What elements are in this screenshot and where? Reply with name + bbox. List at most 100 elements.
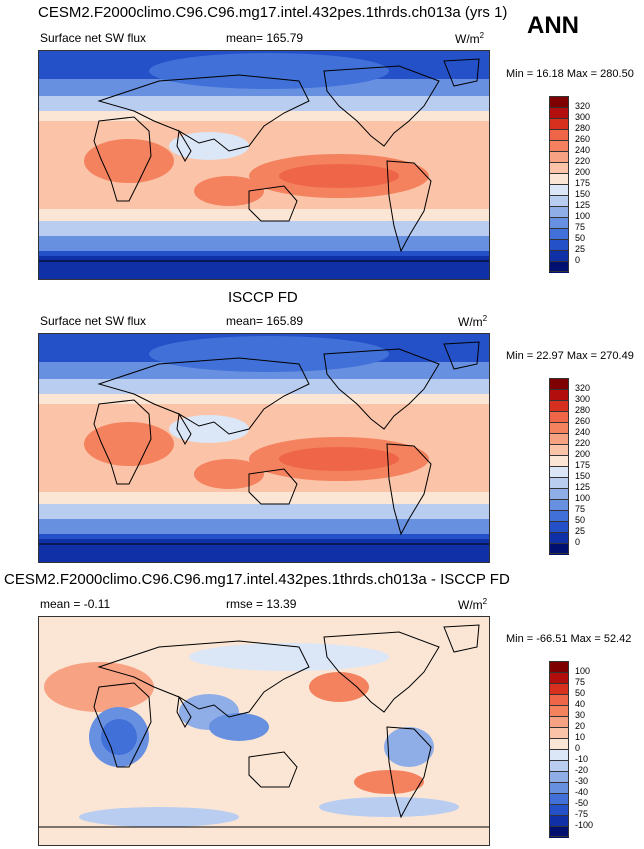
colorbar-swatch — [549, 433, 569, 445]
field-blob — [189, 643, 389, 671]
panel-title: CESM2.F2000climo.C96.C96.mg17.intel.432p… — [4, 571, 510, 588]
field-blob — [209, 713, 269, 741]
field-blob — [84, 139, 174, 183]
colorbar-tick-label: 220 — [575, 156, 591, 166]
colorbar-tick-label: 50 — [575, 515, 586, 525]
minmax-label: Min = -66.51 Max = 52.42 — [506, 633, 632, 645]
colorbar-swatch — [549, 184, 569, 196]
colorbar-tick-label: 150 — [575, 189, 591, 199]
colorbar-swatch — [549, 705, 569, 717]
colorbar-tick-label: 175 — [575, 178, 591, 188]
colorbar-tick-label: -100 — [575, 820, 594, 830]
colorbar-tick-label: 75 — [575, 677, 586, 687]
colorbar-tick-label: -40 — [575, 787, 589, 797]
colorbar-swatch — [549, 521, 569, 533]
coastline — [323, 65, 440, 147]
field-blob — [194, 459, 264, 489]
colorbar-tick-label: 320 — [575, 383, 591, 393]
coastline — [93, 399, 152, 485]
colorbar-tick-label: 200 — [575, 449, 591, 459]
colorbar-swatch — [549, 826, 569, 838]
field-blob — [194, 176, 264, 206]
colorbar-tick-label: 260 — [575, 416, 591, 426]
units-label: W/m2 — [458, 597, 488, 612]
field-blob — [149, 336, 389, 372]
colorbar-tick-label: 240 — [575, 427, 591, 437]
coastline — [93, 116, 152, 202]
colorbar-tick-label: 100 — [575, 666, 591, 676]
field-blob — [319, 797, 459, 817]
colorbar-swatch — [549, 411, 569, 423]
colorbar-swatch — [549, 804, 569, 816]
colorbar-tick-label: 200 — [575, 167, 591, 177]
colorbar-swatch — [549, 683, 569, 695]
coastline — [248, 751, 298, 788]
colorbar: 320 300 280 260 240 220 200 175 150 125 100 75 50 25 0 — [549, 96, 590, 273]
field-blob — [79, 807, 239, 827]
colorbar-swatch — [549, 477, 569, 489]
colorbar-swatch — [549, 694, 569, 706]
colorbar-swatch — [549, 389, 569, 401]
field-blob — [169, 132, 249, 160]
mean-label: mean = -0.11 — [40, 597, 111, 611]
variable-label: Surface net SW flux — [40, 31, 147, 45]
colorbar-tick-label: -75 — [575, 809, 589, 819]
panel-title: CESM2.F2000climo.C96.C96.mg17.intel.432p… — [38, 4, 508, 21]
coastline — [176, 695, 192, 729]
colorbar-tick-label: 175 — [575, 460, 591, 470]
colorbar-swatch — [549, 672, 569, 684]
map-plot — [38, 333, 490, 563]
colorbar-tick-label: 240 — [575, 145, 591, 155]
colorbar-swatch — [549, 422, 569, 434]
field-blob — [84, 422, 174, 466]
colorbar-tick-label: 100 — [575, 211, 591, 221]
colorbar-tick-label: -10 — [575, 754, 589, 764]
colorbar-swatch — [549, 543, 569, 555]
coastline — [97, 74, 310, 152]
colorbar-tick-label: 260 — [575, 134, 591, 144]
colorbar-tick-label: 125 — [575, 482, 591, 492]
colorbar-tick-label: 0 — [575, 255, 581, 265]
coastline — [248, 468, 298, 505]
map-field — [39, 334, 489, 562]
field-blob — [169, 415, 249, 443]
colorbar-tick-label: 20 — [575, 721, 586, 731]
coastline — [176, 129, 192, 163]
field-blob — [279, 164, 399, 188]
colorbar-swatch — [549, 716, 569, 728]
colorbar-swatch — [549, 727, 569, 739]
colorbar-swatch — [549, 228, 569, 240]
map-field — [39, 617, 489, 845]
minmax-label: Min = 16.18 Max = 280.50 — [506, 68, 634, 80]
colorbar-tick-label: 150 — [575, 471, 591, 481]
colorbar-tick-label: 125 — [575, 200, 591, 210]
colorbar-swatch — [549, 140, 569, 152]
colorbar-swatch — [549, 793, 569, 805]
colorbar-tick-label: 100 — [575, 493, 591, 503]
map-field — [39, 51, 489, 279]
colorbar-tick-label: 25 — [575, 526, 586, 536]
coastline — [97, 357, 310, 435]
colorbar-tick-label: 40 — [575, 699, 586, 709]
colorbar-swatch — [549, 466, 569, 478]
colorbar: 320 300 280 260 240 220 200 175 150 125 100 75 50 25 0 — [549, 378, 590, 555]
colorbar-tick-label: 280 — [575, 123, 591, 133]
colorbar-swatch — [549, 771, 569, 783]
field-band — [39, 539, 489, 562]
coastline — [386, 443, 432, 536]
colorbar-tick-label: 30 — [575, 710, 586, 720]
colorbar-tick-label: 50 — [575, 233, 586, 243]
colorbar-tick-label: 50 — [575, 688, 586, 698]
colorbar-tick-label: 75 — [575, 222, 586, 232]
colorbar-swatch — [549, 815, 569, 827]
colorbar-swatch — [549, 173, 569, 185]
colorbar-swatch — [549, 510, 569, 522]
colorbar-tick-label: -30 — [575, 776, 589, 786]
rmse-label: rmse = 13.39 — [226, 597, 297, 611]
colorbar-tick-label: 10 — [575, 732, 586, 742]
colorbar-swatch — [549, 455, 569, 467]
panel-title: ISCCP FD — [228, 289, 298, 306]
field-blob — [384, 727, 434, 767]
coastline — [443, 58, 480, 87]
units-label: W/m2 — [458, 314, 488, 329]
